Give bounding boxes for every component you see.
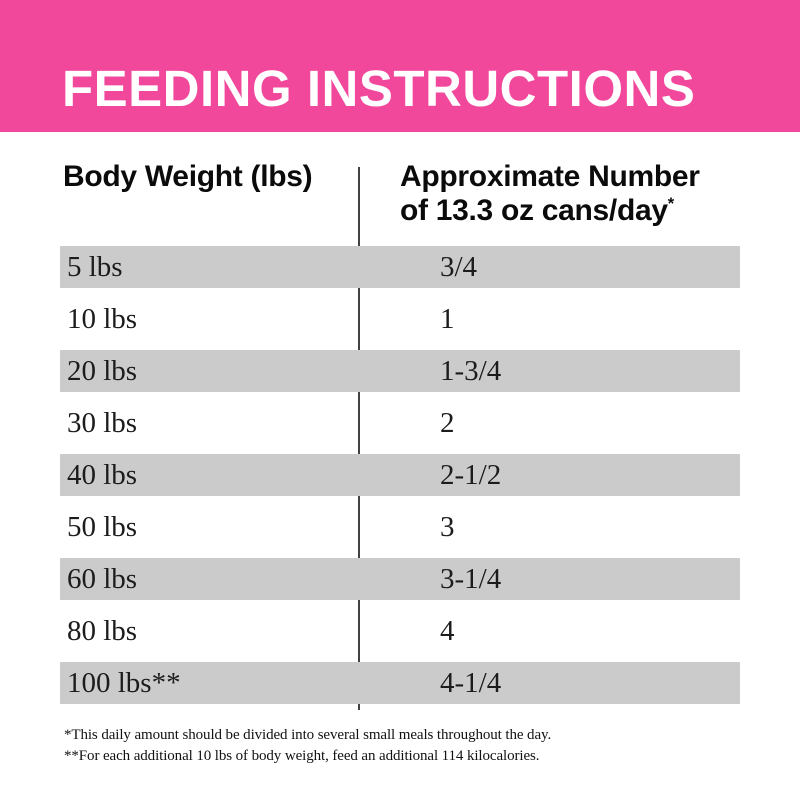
footnotes: *This daily amount should be divided int…: [64, 725, 551, 767]
table-row: 5 lbs 3/4: [60, 241, 740, 293]
table-row: 80 lbs 4: [60, 605, 740, 657]
cans-cell: 4-1/4: [440, 666, 502, 699]
cans-cell: 2-1/2: [440, 458, 502, 491]
cans-cell: 1-3/4: [440, 354, 502, 387]
weight-cell: 30 lbs: [67, 406, 138, 439]
table-header: Body Weight (lbs) Approximate Number of …: [60, 160, 740, 228]
weight-cell: 50 lbs: [67, 510, 138, 543]
footnote-1: *This daily amount should be divided int…: [64, 727, 552, 743]
cans-cell: 1: [440, 302, 455, 335]
table-row: 10 lbs 1: [60, 293, 740, 345]
cans-cell: 2: [440, 406, 455, 439]
feeding-banner: FEEDING INSTRUCTIONS: [0, 0, 800, 132]
weight-cell: 80 lbs: [67, 614, 138, 647]
col-cans-header-line1: Approximate Number: [400, 160, 700, 193]
weight-cell: 20 lbs: [67, 354, 138, 387]
cans-cell: 3/4: [440, 250, 478, 283]
cans-cell: 3-1/4: [440, 562, 502, 595]
page-title: FEEDING INSTRUCTIONS: [62, 60, 696, 117]
column-divider: [358, 167, 360, 710]
weight-cell: 100 lbs**: [67, 666, 181, 699]
feeding-table: 5 lbs 3/4 10 lbs 1 20 lbs 1-3/4 30 lbs 2 40 lbs 2…: [60, 241, 740, 709]
col-body-weight-header: Body Weight (lbs): [63, 160, 313, 193]
weight-cell: 40 lbs: [67, 458, 138, 491]
weight-cell: 5 lbs: [67, 250, 123, 283]
col-cans-header-footnote-mark: *: [667, 195, 674, 213]
table-row: 40 lbs 2-1/2: [60, 449, 740, 501]
col-cans-header: Approximate Number of 13.3 oz cans/day*: [400, 160, 740, 228]
weight-cell: 60 lbs: [67, 562, 138, 595]
cans-cell: 4: [440, 614, 455, 647]
table-row: 50 lbs 3: [60, 501, 740, 553]
footnote-2: **For each additional 10 lbs of body wei…: [64, 748, 540, 764]
table-row: 30 lbs 2: [60, 397, 740, 449]
table-row: 60 lbs 3-1/4: [60, 553, 740, 605]
table-row: 100 lbs** 4-1/4: [60, 657, 740, 709]
table-row: 20 lbs 1-3/4: [60, 345, 740, 397]
col-cans-header-line2: of 13.3 oz cans/day: [400, 194, 668, 227]
weight-cell: 10 lbs: [67, 302, 138, 335]
cans-cell: 3: [440, 510, 455, 543]
